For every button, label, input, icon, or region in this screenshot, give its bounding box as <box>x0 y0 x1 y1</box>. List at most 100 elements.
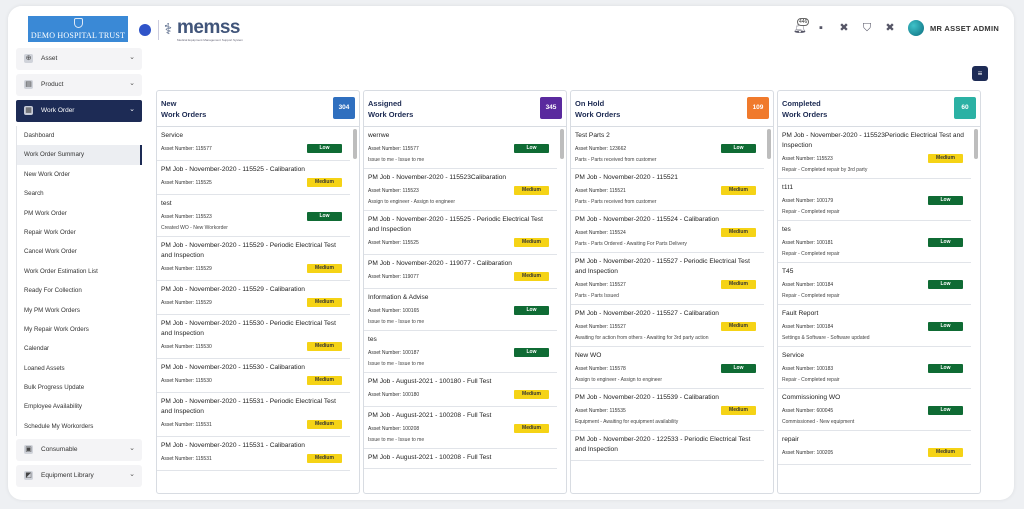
card-list: werrwe Asset Number: 115577 Low Issue to me… <box>364 127 557 493</box>
sidebar-subitem-bulk-progress-update[interactable]: Bulk Progress Update <box>16 378 142 398</box>
work-order-card[interactable]: PM Job - November-2020 - 115530 - Period… <box>157 315 350 359</box>
shield-icon[interactable]: ⛉ <box>862 22 872 34</box>
work-order-card[interactable]: t1t1 Asset Number: 100179 Low Repair - Comp… <box>778 179 971 221</box>
work-order-card[interactable]: New WO Asset Number: 115578 Low Assign to e… <box>571 347 764 389</box>
work-order-card[interactable]: Test Parts 2 Asset Number: 123662 Low Parts… <box>571 127 764 169</box>
work-order-card[interactable]: PM Job - November-2020 - 115529 - Period… <box>157 237 350 281</box>
work-order-card[interactable]: PM Job - November-2020 - 115530 - Caliba… <box>157 359 350 393</box>
work-order-card[interactable]: PM Job - November-2020 - 115523Periodic … <box>778 127 971 179</box>
work-order-card[interactable]: PM Job - August-2021 - 100208 - Full Tes… <box>364 407 557 449</box>
sidebar-subitem-loaned-assets[interactable]: Loaned Assets <box>16 358 142 379</box>
work-order-card[interactable]: Service Asset Number: 115577 Low <box>157 127 350 161</box>
sidebar-subitem-my-repair-work-orders[interactable]: My Repair Work Orders <box>16 319 142 340</box>
work-order-card[interactable]: PM Job - November-2020 - 115529 - Caliba… <box>157 281 350 315</box>
column-count-badge: 345 <box>540 97 562 119</box>
sidebar-subitem-my-pm-work-orders[interactable]: My PM Work Orders <box>16 300 142 320</box>
sidebar-subitem-cancel-work-order[interactable]: Cancel Work Order <box>16 242 142 262</box>
work-order-card[interactable]: tes Asset Number: 100187 Low Issue to me - … <box>364 331 557 373</box>
card-status: Repair - Completed repair <box>782 251 840 257</box>
sidebar-subitem-ready-for-collection[interactable]: Ready For Collection <box>16 281 142 301</box>
card-meta-row: Asset Number: 100187 Low <box>368 348 553 359</box>
hospital-logo[interactable]: DEMO HOSPITAL TRUST <box>28 16 128 42</box>
work-order-card[interactable]: PM Job - August-2021 - 100208 - Full Tes… <box>364 449 557 469</box>
card-title: repair <box>782 436 799 443</box>
card-meta-row: Asset Number: 100183 Low <box>782 364 967 375</box>
asset-number: Asset Number: 115523 <box>782 156 833 162</box>
card-meta-row: Asset Number: 115535 Medium <box>575 406 760 417</box>
asset-number: Asset Number: 115523 <box>368 188 419 194</box>
work-order-card[interactable]: PM Job - November-2020 - 122533 - Period… <box>571 431 764 461</box>
work-order-card[interactable]: PM Job - November-2020 - 119077 - Caliba… <box>364 255 557 289</box>
sidebar-group-work-order[interactable]: ▦ Work Order ⌄ <box>16 100 142 122</box>
sidebar-subitem-pm-work-order[interactable]: PM Work Order <box>16 203 142 223</box>
sidebar-group-product[interactable]: ▤ Product ⌄ <box>16 74 142 96</box>
work-order-card[interactable]: Information & Advise Asset Number: 100165… <box>364 289 557 331</box>
work-order-card[interactable]: werrwe Asset Number: 115577 Low Issue to me… <box>364 127 557 169</box>
sidebar-subitem-new-work-order[interactable]: New Work Order <box>16 164 142 185</box>
asset-number: Asset Number: 115527 <box>575 282 626 288</box>
priority-badge: Medium <box>307 264 342 273</box>
sidebar-subitem-employee-availability[interactable]: Employee Availability <box>16 397 142 417</box>
column-header: On Hold Work Orders 109 <box>571 91 773 127</box>
sidebar-subitem-search[interactable]: Search <box>16 184 142 204</box>
work-order-card[interactable]: PM Job - November-2020 - 115521 Asset Num… <box>571 169 764 211</box>
scrollbar[interactable] <box>974 129 978 159</box>
top-bar: DEMO HOSPITAL TRUST ⚕ memss Medical Equi… <box>8 6 1014 52</box>
work-order-card[interactable]: PM Job - November-2020 - 115539 - Caliba… <box>571 389 764 431</box>
memss-logo[interactable]: ⚕ memss Medical Equipment Management Sup… <box>164 16 243 44</box>
settings-cross-icon[interactable]: ✖ <box>885 22 895 34</box>
work-order-card[interactable]: PM Job - November-2020 - 115531 - Period… <box>157 393 350 437</box>
card-status: Repair - Completed repair by 3rd party <box>782 167 868 173</box>
work-order-card[interactable]: Commissioning WO Asset Number: 600045 Low C… <box>778 389 971 431</box>
card-title: PM Job - November-2020 - 115521 <box>575 174 678 181</box>
sidebar-subitem-work-order-summary[interactable]: Work Order Summary <box>16 145 142 165</box>
sidebar-subitem-calendar[interactable]: Calendar <box>16 339 142 359</box>
work-order-card[interactable]: Service Asset Number: 100183 Low Repair - C… <box>778 347 971 389</box>
card-meta-row: Asset Number: 115577 Low <box>368 144 553 155</box>
work-order-card[interactable]: PM Job - November-2020 - 115531 - Caliba… <box>157 437 350 471</box>
priority-badge: Medium <box>514 186 549 195</box>
work-order-card[interactable]: PM Job - August-2021 - 100180 - Full Tes… <box>364 373 557 407</box>
work-order-card[interactable]: tes Asset Number: 100181 Low Repair - Compl… <box>778 221 971 263</box>
menu-icon[interactable]: ≡ <box>972 66 988 81</box>
tools-icon[interactable]: ✖ <box>839 22 849 34</box>
work-order-card[interactable]: Fault Report Asset Number: 100184 Low Setti… <box>778 305 971 347</box>
divider <box>158 20 159 40</box>
message-icon[interactable]: ▪ <box>819 22 823 34</box>
sidebar-subitem-work-order-estimation-list[interactable]: Work Order Estimation List <box>16 261 142 282</box>
column-header: Assigned Work Orders 345 <box>364 91 566 127</box>
sidebar-group-label: Product <box>41 81 64 88</box>
scrollbar[interactable] <box>767 129 771 159</box>
sidebar-group-label: Work Order <box>41 107 75 114</box>
priority-badge: Low <box>928 196 963 205</box>
sidebar-group-asset[interactable]: ⊕ Asset ⌄ <box>16 48 142 70</box>
work-order-card[interactable]: PM Job - November-2020 - 115524 - Caliba… <box>571 211 764 253</box>
work-order-card[interactable]: repair Asset Number: 100205 Medium <box>778 431 971 465</box>
card-meta-row: Asset Number: 115527 Medium <box>575 322 760 333</box>
scrollbar[interactable] <box>353 129 357 159</box>
work-order-card[interactable]: PM Job - November-2020 - 115525 - Caliba… <box>157 161 350 195</box>
work-order-card[interactable]: T45 Asset Number: 100184 Low Repair - Compl… <box>778 263 971 305</box>
column-title: New <box>161 99 177 108</box>
asset-number: Asset Number: 115530 <box>161 344 212 350</box>
work-order-card[interactable]: test Asset Number: 115523 Low Created WO - … <box>157 195 350 237</box>
asset-number: Asset Number: 115578 <box>575 366 626 372</box>
sidebar-subitem-repair-work-order[interactable]: Repair Work Order <box>16 222 142 243</box>
work-order-card[interactable]: PM Job - November-2020 - 115523Calibarat… <box>364 169 557 211</box>
sidebar-subitem-schedule-my-workorders[interactable]: Schedule My Workorders <box>16 416 142 437</box>
work-order-card[interactable]: PM Job - November-2020 - 115527 - Caliba… <box>571 305 764 347</box>
card-list: Service Asset Number: 115577 Low PM Job - N… <box>157 127 350 493</box>
sidebar-group-equipment-library[interactable]: ◩ Equipment Library ⌄ <box>16 465 142 488</box>
user-name[interactable]: MR ASSET ADMIN <box>930 24 1000 33</box>
work-order-card[interactable]: PM Job - November-2020 - 115525 - Period… <box>364 211 557 255</box>
sidebar-subitem-dashboard[interactable]: Dashboard <box>16 126 142 146</box>
chevron-down-icon: ⌄ <box>129 80 135 87</box>
sidebar-group-consumable[interactable]: ▣ Consumable ⌄ <box>16 439 142 462</box>
work-order-card[interactable]: PM Job - November-2020 - 115527 - Period… <box>571 253 764 305</box>
brand-dot-icon <box>139 24 151 36</box>
column-title: On Hold <box>575 99 605 108</box>
card-title: PM Job - November-2020 - 115525 - Caliba… <box>161 166 305 173</box>
asset-number: Asset Number: 600045 <box>782 408 834 414</box>
avatar[interactable] <box>908 20 924 36</box>
scrollbar[interactable] <box>560 129 564 159</box>
